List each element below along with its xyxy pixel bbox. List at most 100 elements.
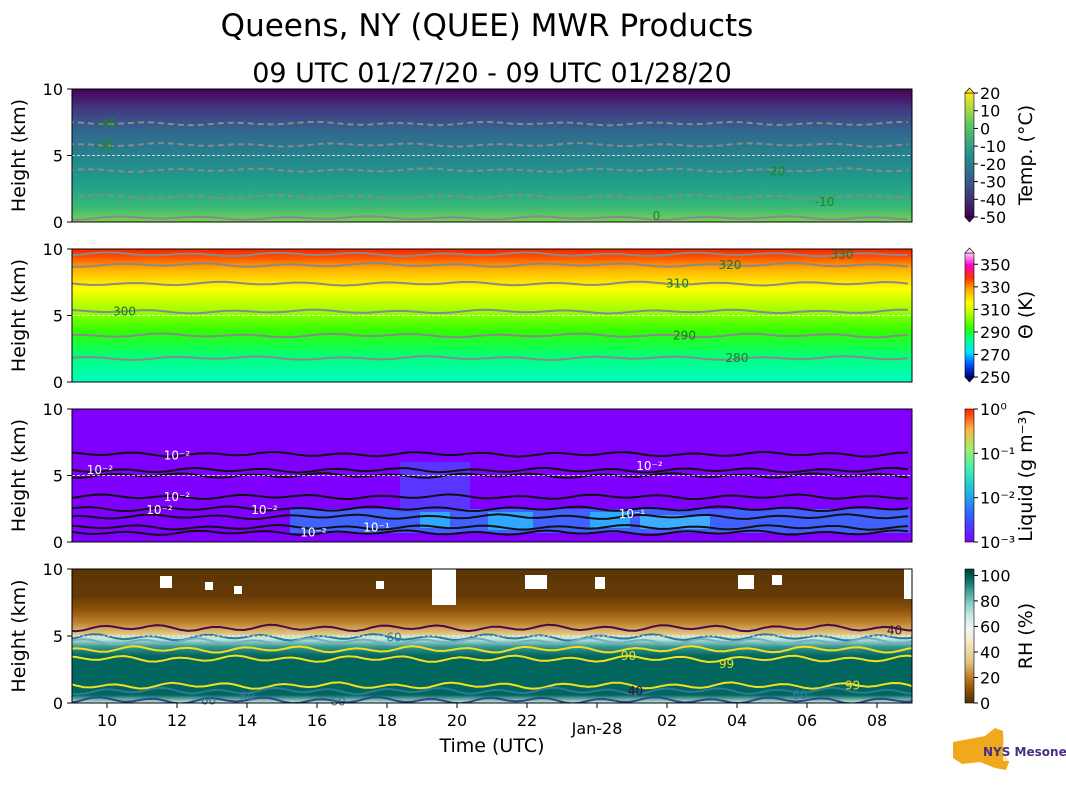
x-tick-label: 04	[727, 711, 747, 730]
colorbar-label: RH (%)	[1015, 603, 1037, 669]
y-axis-label: Height (km)	[8, 419, 30, 532]
colorbar-tick-label: -40	[980, 190, 1006, 209]
temperature-contour-line	[72, 167, 909, 173]
logo-text: NYS Mesonet	[983, 745, 1066, 759]
colorbar	[964, 252, 975, 378]
rh-contour-label: 60	[792, 688, 807, 702]
temperature-panel: -40 -30 -20 -10 0	[71, 88, 913, 223]
liquid-panel: 10⁻²10⁻²10⁻²10⁻² 10⁻²10⁻² 10⁻¹10⁻¹10⁻²	[71, 408, 913, 543]
rh-contour-line	[72, 645, 912, 654]
colorbar-tick-label: 40	[980, 643, 1000, 662]
liquid-contour-label: 10⁻²	[164, 490, 191, 504]
rh-contour-line	[72, 681, 912, 690]
rh-gaps	[160, 569, 912, 605]
colorbar-tick-label: 10⁻²	[980, 489, 1015, 508]
theta-panel: 280 290 300 310 320 330	[71, 247, 913, 383]
x-tick-label: 20	[447, 711, 467, 730]
liquid-contour-line	[72, 505, 909, 513]
colorbar	[964, 568, 975, 704]
liquid-contour-label: 10⁻²	[146, 503, 173, 517]
colorbar-tick-label: -10	[980, 137, 1006, 156]
rh-contour-label: 99	[845, 679, 860, 693]
y-tick-label: 0	[53, 373, 63, 392]
colorbar-tick-label: 0	[980, 119, 990, 138]
liquid-contour-label: 10⁻²	[251, 503, 278, 517]
colorbar-tick-label: 80	[980, 592, 1000, 611]
temperature-contour-label: 0	[653, 209, 661, 223]
x-tick-label: 10	[97, 711, 117, 730]
new-york-state-icon	[953, 728, 1009, 770]
theta-contour-label: 330	[831, 247, 854, 261]
theta-contour-label: 280	[726, 351, 749, 365]
colorbar-tick-label: 10⁰	[980, 400, 1007, 419]
liquid-contour-line	[72, 529, 909, 537]
theta-contour-label: 320	[719, 258, 742, 272]
colorbar-extend-bottom	[964, 376, 975, 383]
temperature-contour-line	[72, 215, 909, 221]
rh-contour-label: 40	[628, 684, 643, 698]
rh-contour-label: 60	[201, 693, 216, 707]
liquid-contour-line	[72, 466, 909, 474]
y-axis-label: Height (km)	[8, 99, 30, 212]
y-axis-label: Height (km)	[8, 579, 30, 692]
rh-contour-line	[72, 623, 912, 633]
colorbar-tick-label: 0	[980, 694, 990, 713]
y-tick-label: 5	[53, 467, 63, 486]
y-tick-label: 10	[43, 240, 63, 259]
theta-contour-line	[72, 251, 908, 258]
theta-contour-label: 290	[673, 328, 696, 342]
x-tick-label: 08	[867, 711, 887, 730]
colorbar-tick-label: -20	[980, 155, 1006, 174]
rh-contour-label: 40	[887, 624, 902, 638]
y-tick-label: 5	[53, 307, 63, 326]
temperature-contour-label: -20	[766, 164, 786, 178]
theta-contour-line	[72, 332, 909, 339]
temperature-contour-label: -10	[815, 195, 835, 209]
colorbar-tick-label: -30	[980, 173, 1006, 192]
colorbar-extend-top	[964, 247, 975, 254]
y-tick-label: 10	[43, 560, 63, 579]
liquid-contour-line	[72, 513, 909, 521]
x-tick-label: 12	[167, 711, 187, 730]
colorbar-tick-label: 310	[980, 300, 1011, 319]
rh-contour-label: 60	[386, 630, 401, 644]
colorbar-extend-bottom	[964, 216, 975, 223]
rh-contour-line	[72, 633, 912, 642]
colorbar-tick-label: 250	[980, 368, 1011, 387]
colorbar-label: Θ (K)	[1015, 291, 1037, 339]
liquid-contour-label: 10⁻²	[87, 463, 114, 477]
temperature-contour-line	[72, 142, 909, 148]
colorbar-tick-label: -50	[980, 208, 1006, 227]
x-tick-label: Jan-28	[571, 719, 623, 738]
colorbar-tick-label: 330	[980, 278, 1011, 297]
liquid-contour-line	[72, 523, 909, 531]
y-axis-label: Height (km)	[8, 259, 30, 372]
colorbar-tick-label: 10⁻¹	[980, 444, 1015, 463]
theta-contour-line	[72, 280, 909, 287]
liquid-contour-label: 10⁻²	[636, 459, 663, 473]
theta-contour-line	[72, 262, 909, 268]
x-tick-label: 02	[657, 711, 677, 730]
colorbar-tick-label: 290	[980, 323, 1011, 342]
liquid-contour-label: 10⁻¹	[363, 520, 390, 534]
x-tick-label: 06	[797, 711, 817, 730]
colorbar-label: Temp. (°C)	[1015, 105, 1037, 206]
rh-contour-line	[72, 654, 912, 664]
x-tick-label: 14	[237, 711, 257, 730]
rh-contour-line	[72, 686, 912, 696]
temperature-contour-label: -30	[94, 138, 114, 152]
rh-contour-line	[72, 696, 912, 703]
liquid-contour-line	[72, 493, 909, 501]
liquid-contour-line	[72, 450, 909, 458]
y-tick-label: 5	[53, 627, 63, 646]
colorbar-tick-label: 100	[980, 566, 1011, 585]
liquid-contour-label: 10⁻¹	[619, 507, 646, 521]
rh-contour-label: 90	[621, 649, 636, 663]
colorbar	[964, 408, 975, 543]
theta-contour-label: 310	[666, 277, 689, 291]
y-tick-label: 0	[53, 213, 63, 232]
y-tick-label: 0	[53, 533, 63, 552]
temperature-contour-label: -40	[97, 117, 117, 131]
colorbar-tick-label: 60	[980, 617, 1000, 636]
